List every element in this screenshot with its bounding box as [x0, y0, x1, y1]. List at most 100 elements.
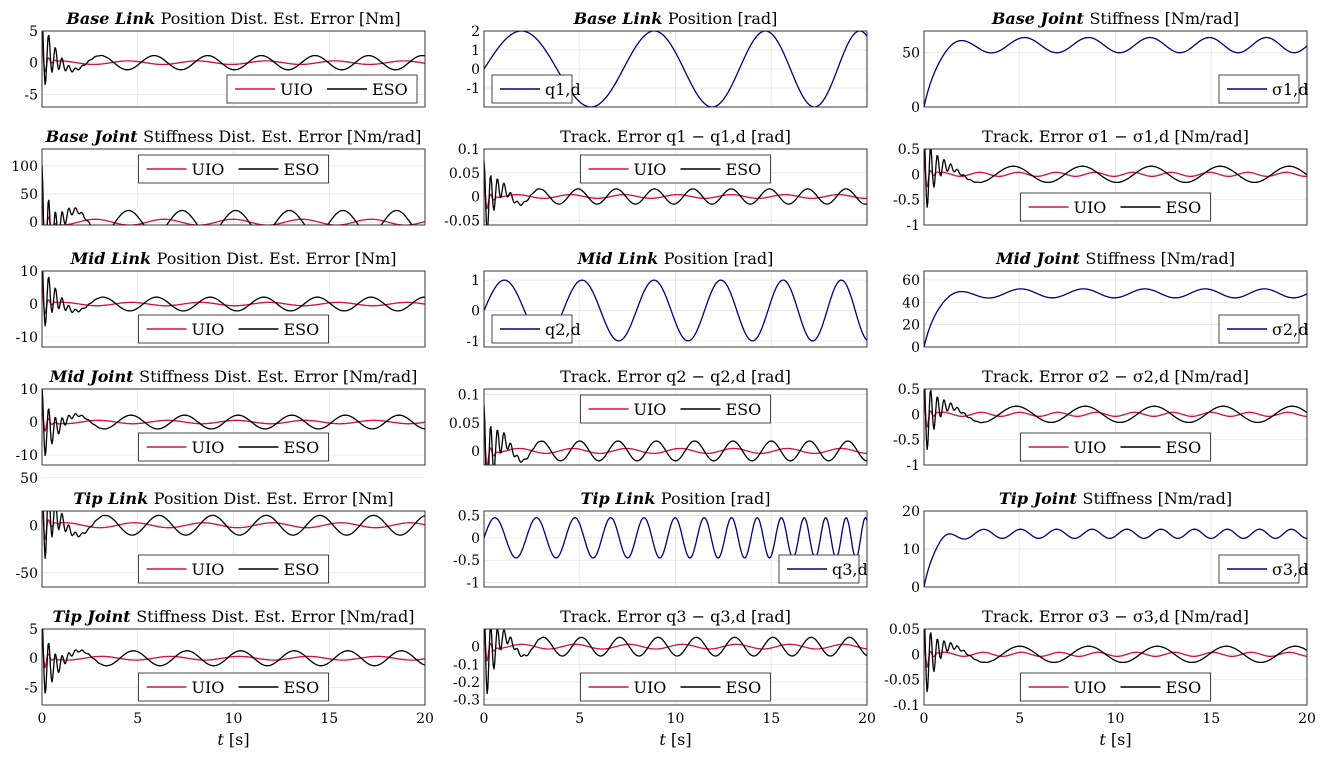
panel-title: Tip Link Position [rad] [581, 489, 771, 508]
y-tick-label: 5 [29, 24, 38, 40]
series-line-uio [484, 174, 867, 210]
y-tick-label: -0.5 [453, 553, 480, 569]
axes-box [41, 270, 426, 348]
legend: q3,d [778, 554, 868, 584]
y-tick-label: -0.05 [444, 213, 480, 229]
axes-box [483, 510, 868, 588]
legend: UIO ESO [138, 314, 329, 344]
legend-label: UIO [280, 80, 313, 99]
panel-p4: 0.1 0.05 0 -0.05 Track. Error q1 − q1,d [rad… [444, 127, 868, 229]
y-tick-label: 0 [29, 651, 38, 667]
y-tick-label: 1 [471, 273, 480, 289]
x-axis-label: t [s] [217, 730, 249, 749]
axes-box [923, 388, 1308, 466]
y-tick-label: 0 [911, 167, 920, 183]
x-tick-label: 20 [858, 711, 876, 727]
legend-label: ESO [726, 678, 762, 697]
panel-p12: 50 0 -50 Tip Link Position Dist. Est. Error… [15, 471, 426, 588]
axes-box [923, 30, 1308, 108]
legend-label: UIO [192, 160, 225, 179]
axes-box [41, 30, 426, 108]
y-tick-label: 0 [911, 340, 920, 356]
series-line-eso [924, 149, 1307, 208]
x-tick-label: 20 [1298, 711, 1316, 727]
panel-title: Tip Joint Stiffness [Nm/rad] [999, 489, 1232, 508]
series-line-eso [42, 31, 425, 86]
y-tick-label: -0.2 [453, 675, 480, 691]
y-tick-label: -5 [24, 680, 38, 696]
panel-p9: 10 0 -10 Mid Joint Stiffness Dist. Est. Err… [15, 367, 426, 466]
y-tick-label: 0 [471, 640, 480, 656]
series-line-ref [484, 517, 867, 559]
panel-title: Base Joint Stiffness Dist. Est. Error [N… [45, 127, 422, 146]
series-line-uio [42, 399, 425, 432]
series-line-ref [484, 31, 867, 107]
y-tick-label: -1 [466, 334, 480, 350]
y-tick-label: -0.1 [453, 657, 480, 673]
panel-p0: 5 0 -5 Base Link Position Dist. Est. Error … [24, 9, 426, 108]
y-tick-label: -1 [906, 458, 920, 474]
legend-label: UIO [192, 560, 225, 579]
series-line-eso [42, 271, 425, 327]
axes-box [923, 270, 1308, 348]
x-tick-label: 5 [133, 711, 142, 727]
legend-label: ESO [284, 160, 320, 179]
y-tick-label: -0.5 [893, 433, 920, 449]
legend-label: UIO [1074, 678, 1107, 697]
legend-label: ESO [372, 80, 408, 99]
legend: UIO ESO [580, 394, 771, 424]
legend: UIO ESO [1020, 432, 1211, 462]
series-line-eso [924, 629, 1307, 693]
axes-box [41, 628, 426, 706]
x-tick-label: 15 [1202, 711, 1220, 727]
x-tick-label: 15 [762, 711, 780, 727]
y-tick-label: 40 [902, 295, 920, 311]
panel-p5: 0.5 0 -0.5 -1 Track. Error σ1 − σ1,d [Nm/rad… [893, 127, 1308, 234]
series-line-uio [924, 150, 1307, 188]
legend-label: ESO [1166, 678, 1202, 697]
panel-title: Mid Link Position [rad] [577, 249, 774, 268]
y-tick-label: 50 [20, 187, 38, 203]
legend-label: σ3,d [1272, 560, 1308, 579]
y-tick-label: 0 [471, 62, 480, 78]
legend: q2,d [491, 314, 581, 344]
panel-p11: 0.5 0 -0.5 -1 Track. Error σ2 − σ2,d [Nm/rad… [893, 367, 1308, 474]
legend-label: UIO [1074, 198, 1107, 217]
legend-label: q3,d [832, 560, 868, 579]
legend-label: UIO [634, 400, 667, 419]
y-tick-label: 0 [911, 580, 920, 596]
axes-box [41, 510, 426, 588]
y-tick-label: 0 [29, 518, 38, 534]
y-tick-label: 0 [911, 100, 920, 116]
axes-box [923, 510, 1308, 588]
legend: UIO ESO [580, 672, 771, 702]
legend-label: UIO [634, 160, 667, 179]
panel-title: Track. Error σ2 − σ2,d [Nm/rad] [982, 367, 1249, 386]
legend-label: q2,d [545, 320, 581, 339]
x-tick-label: 20 [416, 711, 434, 727]
legend-label: ESO [284, 438, 320, 457]
axes-box [483, 270, 868, 348]
y-tick-label: 0 [29, 56, 38, 72]
axes-box [483, 30, 868, 108]
panel-title: Tip Joint Stiffness Dist. Est. Error [Nm… [53, 607, 415, 626]
series-line-eso [484, 405, 867, 465]
series-line-eso [484, 160, 867, 225]
y-tick-label: 0 [471, 531, 480, 547]
y-tick-label: 20 [902, 318, 920, 334]
y-tick-label: 0.5 [898, 142, 920, 158]
panel-p2: 50 0 Base Joint Stiffness [Nm/rad] σ1,d [902, 9, 1308, 116]
panel-title: Tip Link Position Dist. Est. Error [Nm] [73, 489, 393, 508]
y-tick-label: 2 [471, 24, 480, 40]
y-tick-label: 0 [911, 407, 920, 423]
panel-title: Track. Error σ1 − σ1,d [Nm/rad] [982, 127, 1249, 146]
series-line-uio [42, 185, 425, 225]
legend-label: ESO [284, 678, 320, 697]
panel-p6: 10 0 -10 Mid Link Position Dist. Est. Error… [15, 249, 426, 348]
panel-p1: 2 1 0 -1 Base Link Position [rad] q1,d [466, 9, 868, 108]
y-tick-label: -0.3 [453, 693, 480, 709]
series-line-eso [924, 389, 1307, 451]
legend: q1,d [491, 74, 581, 104]
y-tick-label: 0 [29, 415, 38, 431]
x-tick-label: 0 [480, 711, 489, 727]
